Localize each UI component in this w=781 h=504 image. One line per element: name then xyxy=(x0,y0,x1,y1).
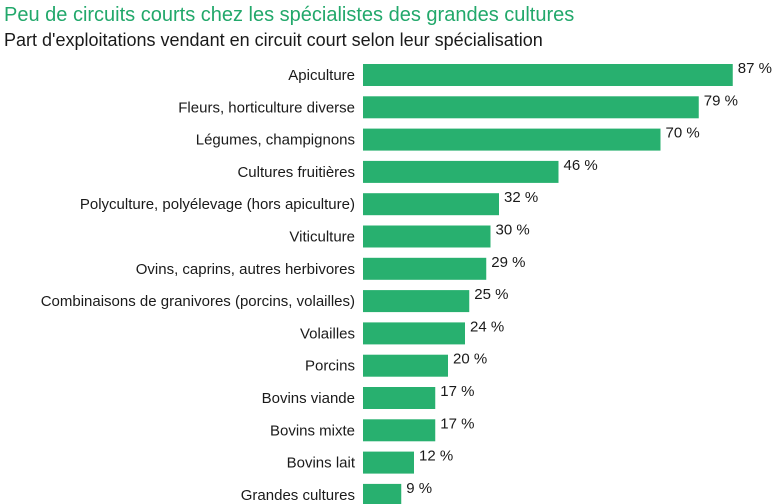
category-label: Volailles xyxy=(300,325,355,342)
category-label: Cultures fruitières xyxy=(237,164,355,181)
value-label: 24 % xyxy=(470,318,504,335)
bar xyxy=(363,387,436,409)
category-label: Apiculture xyxy=(288,67,355,84)
bar xyxy=(363,290,470,313)
bar xyxy=(363,160,559,183)
category-label: Polyculture, polyélevage (hors apicultur… xyxy=(80,196,355,213)
value-label: 46 % xyxy=(564,157,598,174)
category-label: Légumes, champignons xyxy=(196,132,355,149)
value-label: 30 % xyxy=(496,222,530,239)
bar xyxy=(363,322,465,345)
value-label: 79 % xyxy=(704,92,738,109)
value-label: 9 % xyxy=(406,480,432,497)
bar xyxy=(363,354,448,377)
category-label: Viticulture xyxy=(289,229,355,246)
bar xyxy=(363,193,499,216)
category-label: Fleurs, horticulture diverse xyxy=(178,99,355,116)
bar xyxy=(363,451,414,474)
bar xyxy=(363,128,661,151)
value-label: 32 % xyxy=(504,189,538,206)
value-label: 20 % xyxy=(453,351,487,368)
value-label: 17 % xyxy=(440,383,474,400)
category-label: Grandes cultures xyxy=(241,487,355,504)
value-label: 25 % xyxy=(474,286,508,303)
chart-title: Peu de circuits courts chez les spéciali… xyxy=(4,4,575,26)
bar xyxy=(363,257,487,280)
category-label: Bovins mixte xyxy=(270,422,355,439)
category-label: Bovins lait xyxy=(287,455,356,472)
bar xyxy=(363,483,402,504)
value-label: 87 % xyxy=(738,60,772,77)
category-label: Combinaisons de granivores (porcins, vol… xyxy=(41,293,355,310)
bar xyxy=(363,225,491,248)
category-label: Porcins xyxy=(305,358,355,375)
value-label: 12 % xyxy=(419,448,453,465)
value-label: 29 % xyxy=(491,254,525,271)
bar xyxy=(363,96,699,119)
bar xyxy=(363,64,733,86)
chart-subtitle: Part d'exploitations vendant en circuit … xyxy=(4,30,543,50)
value-label: 17 % xyxy=(440,415,474,432)
value-label: 70 % xyxy=(666,125,700,142)
category-label: Bovins viande xyxy=(262,390,355,407)
category-label: Ovins, caprins, autres herbivores xyxy=(136,261,355,278)
bar xyxy=(363,419,436,442)
